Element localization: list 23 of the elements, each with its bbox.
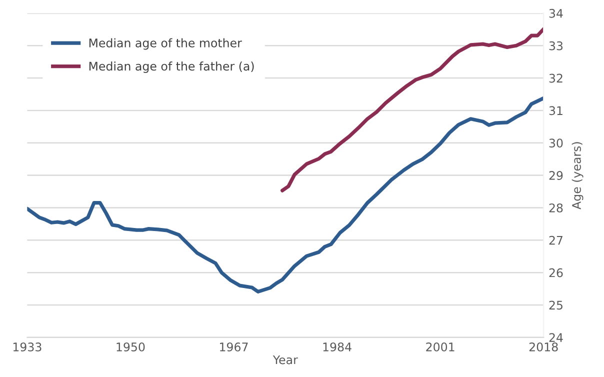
- x-tick-label: 1933: [13, 342, 42, 352]
- y-tick-label: 29: [549, 171, 563, 180]
- y-tick-label: 25: [549, 300, 562, 310]
- x-axis-title: Year: [272, 355, 298, 364]
- x-tick-label: 2001: [426, 342, 454, 352]
- x-tick-label: 2018: [529, 342, 558, 352]
- y-tick-label: 32: [549, 74, 562, 83]
- y-tick-label: 24: [549, 333, 563, 342]
- y-tick-label: 28: [549, 203, 563, 212]
- line-series: [280, 27, 544, 192]
- y-tick-label: 30: [549, 138, 563, 148]
- y-axis-title: Age (years): [572, 142, 584, 210]
- y-tick-label: 26: [549, 268, 563, 278]
- line-series: [27, 96, 544, 294]
- legend-label: Median age of the father (a): [89, 62, 254, 73]
- x-tick-label: 1967: [220, 342, 248, 352]
- x-tick-label: 1984: [323, 342, 352, 352]
- y-tick-label: 34: [549, 8, 563, 18]
- x-tick-label: 1950: [116, 342, 145, 352]
- y-tick-label: 31: [549, 106, 562, 116]
- y-tick-label: 27: [549, 236, 562, 245]
- y-tick-label: 33: [549, 41, 563, 50]
- legend-label: Median age of the mother: [89, 38, 242, 50]
